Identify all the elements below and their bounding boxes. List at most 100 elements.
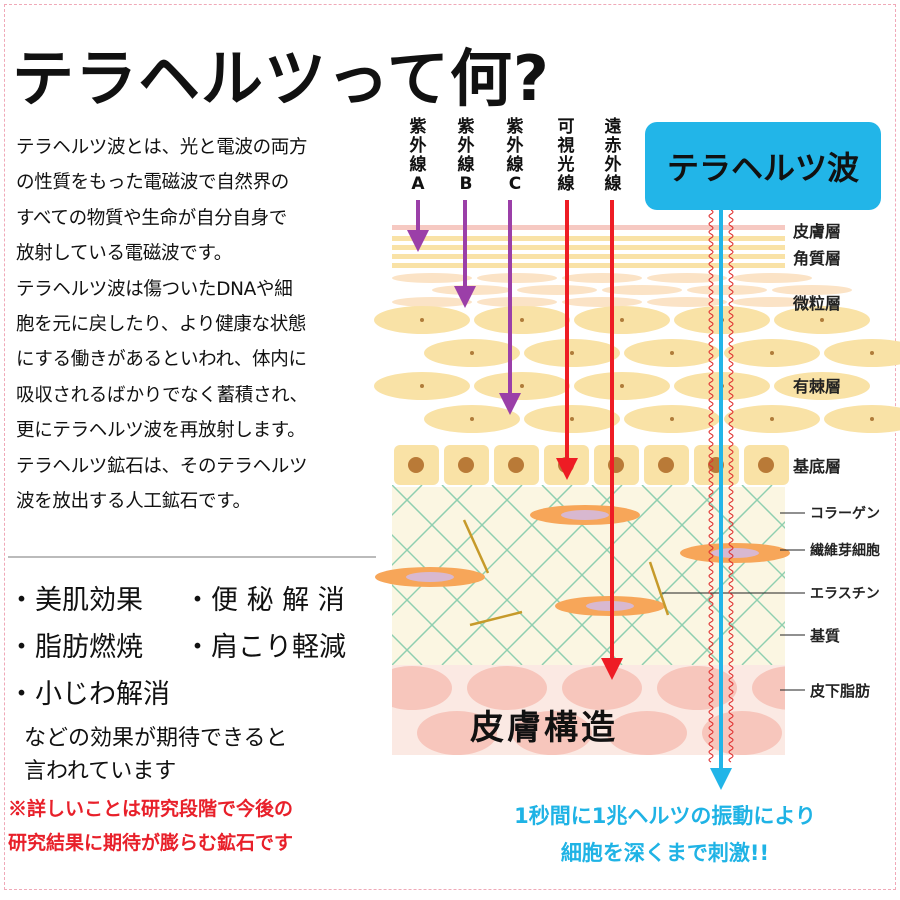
- cell-nucleus: [870, 417, 874, 421]
- basal-nucleus: [758, 457, 774, 473]
- cell-nucleus: [420, 384, 424, 388]
- layer-label: 基質: [810, 627, 841, 645]
- fat-cell: [657, 666, 737, 710]
- uvb-arrow-head: [454, 286, 476, 308]
- terahertz-label-box: テラヘルツ波: [645, 122, 881, 210]
- spinous-cell: [824, 339, 900, 367]
- stratum-corneum-stripe: [392, 263, 785, 268]
- terahertz-message: 1秒間に1兆ヘルツの振動により 細胞を深くまで刺激!!: [514, 804, 816, 865]
- fat-cell: [562, 666, 642, 710]
- layer-label: 皮膚層: [793, 222, 842, 241]
- visible-arrow-head: [556, 458, 578, 480]
- collagen-fiber: [142, 485, 322, 665]
- warning-text: ※詳しいことは研究段階で今後の 研究結果に期待が膨らむ鉱石です: [8, 798, 294, 854]
- cell-nucleus: [520, 318, 524, 322]
- fat-cell: [752, 666, 785, 710]
- cell-nucleus: [870, 351, 874, 355]
- stratum-corneum-stripe: [392, 245, 785, 250]
- basal-nucleus: [458, 457, 474, 473]
- intro-text: テラヘルツ波とは、光と電波の両方 の性質をもった電磁波で自然界の すべての物質や…: [16, 137, 308, 513]
- collagen-fiber: [92, 485, 272, 665]
- ray-label-uva: 紫 外 線 A: [409, 117, 427, 194]
- uvc-arrow-head: [499, 393, 521, 415]
- collagen-fiber: [92, 485, 272, 665]
- fibroblast-nucleus: [406, 572, 454, 582]
- fibroblast-nucleus: [561, 510, 609, 520]
- collagen-fiber: [392, 583, 473, 665]
- granular-cell: [477, 297, 557, 307]
- divider: [8, 556, 376, 558]
- layer-label: 微粒層: [793, 294, 842, 313]
- collagen-fiber: [591, 485, 773, 665]
- granular-cell: [477, 273, 557, 283]
- page-title: テラヘルツって何?: [12, 42, 550, 115]
- terahertz-arrow-head: [710, 768, 732, 790]
- collagen-fiber: [892, 485, 900, 665]
- cell-nucleus: [420, 318, 424, 322]
- fibroblast-nucleus: [711, 548, 759, 558]
- ray-label-far-infrared: 遠 赤 外 線: [604, 117, 622, 194]
- layer-label: 有棘層: [793, 377, 842, 396]
- cell-nucleus: [520, 384, 524, 388]
- cell-nucleus: [820, 318, 824, 322]
- effects-note: などの効果が期待できると 言われています: [24, 726, 288, 784]
- basal-nucleus: [408, 457, 424, 473]
- elastin-fiber: [469, 610, 523, 627]
- effect-item: ・美肌効果: [8, 585, 143, 616]
- fat-cell: [512, 711, 592, 755]
- stratum-corneum-stripe: [392, 254, 785, 259]
- collagen-fiber: [192, 485, 372, 665]
- collagen-fiber: [741, 620, 785, 665]
- fat-cell: [417, 711, 497, 755]
- basal-nucleus: [508, 457, 524, 473]
- effect-item: ・小じわ解消: [8, 679, 170, 710]
- fat-cells: [392, 666, 877, 755]
- granular-cell: [517, 285, 597, 295]
- collagen-fiber: [192, 485, 372, 665]
- granular-cell: [687, 285, 767, 295]
- spinous-cell: [824, 405, 900, 433]
- skin-layer-band: [392, 225, 785, 230]
- granular-cell: [772, 285, 852, 295]
- granular-cell: [562, 273, 642, 283]
- granular-cell: [647, 273, 727, 283]
- layer-label: 繊維芽細胞: [810, 543, 880, 559]
- fat-cell: [467, 666, 547, 710]
- fat-cell: [702, 711, 782, 755]
- stratum-corneum-stripe: [392, 236, 785, 241]
- cell-nucleus: [620, 384, 624, 388]
- wave-line: [728, 209, 734, 763]
- layer-label: 角質層: [793, 249, 842, 268]
- dashed-border: [4, 4, 896, 890]
- cell-nucleus: [670, 351, 674, 355]
- cell-nucleus: [770, 351, 774, 355]
- cell-nucleus: [670, 417, 674, 421]
- collagen-fiber: [541, 485, 723, 665]
- elastin-fiber: [462, 519, 490, 574]
- effect-item: ・脂肪燃焼: [8, 632, 143, 663]
- effect-item: ・肩こり軽減: [184, 632, 346, 663]
- cell-nucleus: [570, 351, 574, 355]
- fat-cell: [797, 711, 877, 755]
- elastin-fiber: [648, 561, 670, 616]
- uva-arrow-head: [407, 230, 429, 252]
- collagen-fiber: [892, 485, 900, 665]
- granular-cell: [392, 273, 472, 283]
- cell-nucleus: [770, 417, 774, 421]
- fat-cell: [392, 666, 452, 710]
- far-infrared-arrow-head: [601, 658, 623, 680]
- basal-nucleus: [658, 457, 674, 473]
- layer-label: 基底層: [793, 457, 842, 476]
- granular-cell: [392, 297, 472, 307]
- cell-nucleus: [570, 417, 574, 421]
- cell-nucleus: [470, 351, 474, 355]
- granular-cell: [562, 297, 642, 307]
- collagen-fiber: [142, 485, 322, 665]
- layer-label: コラーゲン: [810, 506, 880, 522]
- granular-cell: [647, 297, 727, 307]
- ray-label-uvc: 紫 外 線 C: [506, 117, 524, 194]
- cell-nucleus: [470, 417, 474, 421]
- collagen-fiber: [392, 485, 473, 567]
- granular-cell: [602, 285, 682, 295]
